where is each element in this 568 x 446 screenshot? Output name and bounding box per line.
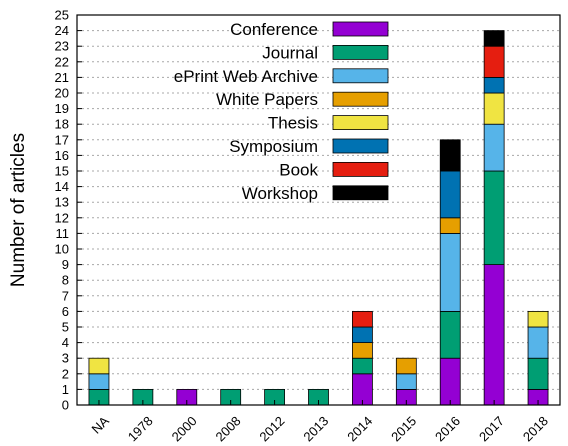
legend-swatch-symposium <box>332 138 389 154</box>
bar-2017-journal <box>483 170 505 265</box>
bar-2017-symposium <box>483 77 505 94</box>
bar-2016-eprint-web-archive <box>439 232 461 312</box>
legend-label-symposium: Symposium <box>229 137 318 156</box>
bar-2015-white-papers <box>395 357 417 375</box>
bar-2014-symposium <box>352 326 373 344</box>
x-tick-label-2017: 2017 <box>476 413 507 444</box>
legend-swatch-thesis <box>332 115 389 130</box>
y-tick-label-13: 13 <box>55 195 69 210</box>
y-tick-label-1: 1 <box>62 382 69 397</box>
x-tick-label-na: NA <box>88 413 112 437</box>
y-tick-label-20: 20 <box>55 86 69 101</box>
legend-swatch-journal <box>332 45 389 60</box>
gridlines <box>77 30 560 390</box>
bar-2017-book <box>483 45 505 78</box>
bar-2015-eprint-web-archive <box>395 373 417 390</box>
legend-swatch-white-papers <box>332 91 389 107</box>
x-tick-label-2015: 2015 <box>388 413 419 444</box>
legend-label-conference: Conference <box>230 20 318 39</box>
bar-2017-eprint-web-archive <box>483 123 505 172</box>
bar-2016-journal <box>439 310 461 359</box>
x-tick-labels: NA 1978 2000 2008 2012 2013 2014 2015 2016 2017 20… <box>88 413 550 444</box>
bar-2016-conference <box>439 357 461 406</box>
bar-2016-workshop <box>439 139 461 172</box>
y-tick-label-21: 21 <box>55 70 69 85</box>
y-tick-label-7: 7 <box>62 288 69 303</box>
bar-2017-thesis <box>483 92 505 125</box>
legend: Conference Journal ePrint Web Archive White… <box>174 20 389 203</box>
y-tick-label-18: 18 <box>55 117 69 132</box>
legend-label-journal: Journal <box>262 43 318 62</box>
y-tick-label-14: 14 <box>55 179 69 194</box>
x-tick-label-1978: 1978 <box>125 413 156 444</box>
y-tick-label-8: 8 <box>62 273 69 288</box>
y-tick-label-23: 23 <box>55 39 69 54</box>
bar-2014-book <box>352 310 373 328</box>
bar-2018-journal <box>527 357 549 390</box>
y-tick-label-24: 24 <box>55 23 69 38</box>
y-tick-label-3: 3 <box>62 351 69 366</box>
y-tick-label-4: 4 <box>62 335 69 350</box>
y-tick-label-11: 11 <box>56 226 70 241</box>
x-tick-label-2016: 2016 <box>432 413 463 444</box>
x-tick-label-2013: 2013 <box>300 413 331 444</box>
bar-2014-journal <box>352 357 373 375</box>
bars <box>88 30 549 406</box>
bar-2018-thesis <box>527 310 549 328</box>
x-tick-label-2000: 2000 <box>169 413 200 444</box>
y-tick-label-10: 10 <box>55 242 69 257</box>
bar-na-eprint-web-archive <box>88 373 110 390</box>
y-tick-label-9: 9 <box>62 257 69 272</box>
legend-label-workshop: Workshop <box>242 184 318 203</box>
bar-2016-white-papers <box>439 217 461 234</box>
y-tick-label-16: 16 <box>55 148 69 163</box>
y-tick-label-15: 15 <box>55 164 69 179</box>
y-tick-label-12: 12 <box>55 210 69 225</box>
legend-label-thesis: Thesis <box>268 114 318 133</box>
y-tick-label-17: 17 <box>55 132 69 147</box>
y-tick-label-19: 19 <box>55 101 69 116</box>
x-tick-label-2008: 2008 <box>213 413 244 444</box>
bar-2017-conference <box>483 264 505 406</box>
legend-swatch-eprint-web-archive <box>332 68 389 84</box>
x-tick-label-2012: 2012 <box>256 413 287 444</box>
legend-swatch-conference <box>332 21 389 37</box>
y-tick-label-25: 25 <box>55 8 69 23</box>
bar-na-thesis <box>88 357 110 375</box>
y-tick-label-22: 22 <box>55 54 69 69</box>
legend-swatch-book <box>332 161 389 177</box>
y-tick-label-2: 2 <box>62 366 69 381</box>
legend-label-eprint-web-archive: ePrint Web Archive <box>174 67 318 86</box>
legend-label-book: Book <box>279 160 318 179</box>
y-tick-label-0: 0 <box>62 398 69 413</box>
axes <box>76 14 561 406</box>
y-axis-label: Number of articles <box>8 133 29 287</box>
x-tick-label-2018: 2018 <box>520 413 551 444</box>
y-tick-label-6: 6 <box>62 304 69 319</box>
legend-swatch-workshop <box>332 185 389 201</box>
bar-2014-white-papers <box>352 342 373 359</box>
x-tick-label-2014: 2014 <box>344 413 375 444</box>
bar-2017-workshop <box>483 30 505 47</box>
y-tick-label-5: 5 <box>62 320 69 335</box>
y-tick-labels: 0123456789101112131415161718192021222324… <box>55 8 69 413</box>
legend-label-white-papers: White Papers <box>216 90 318 109</box>
bar-2016-symposium <box>439 170 461 219</box>
bar-2018-eprint-web-archive <box>527 326 549 359</box>
